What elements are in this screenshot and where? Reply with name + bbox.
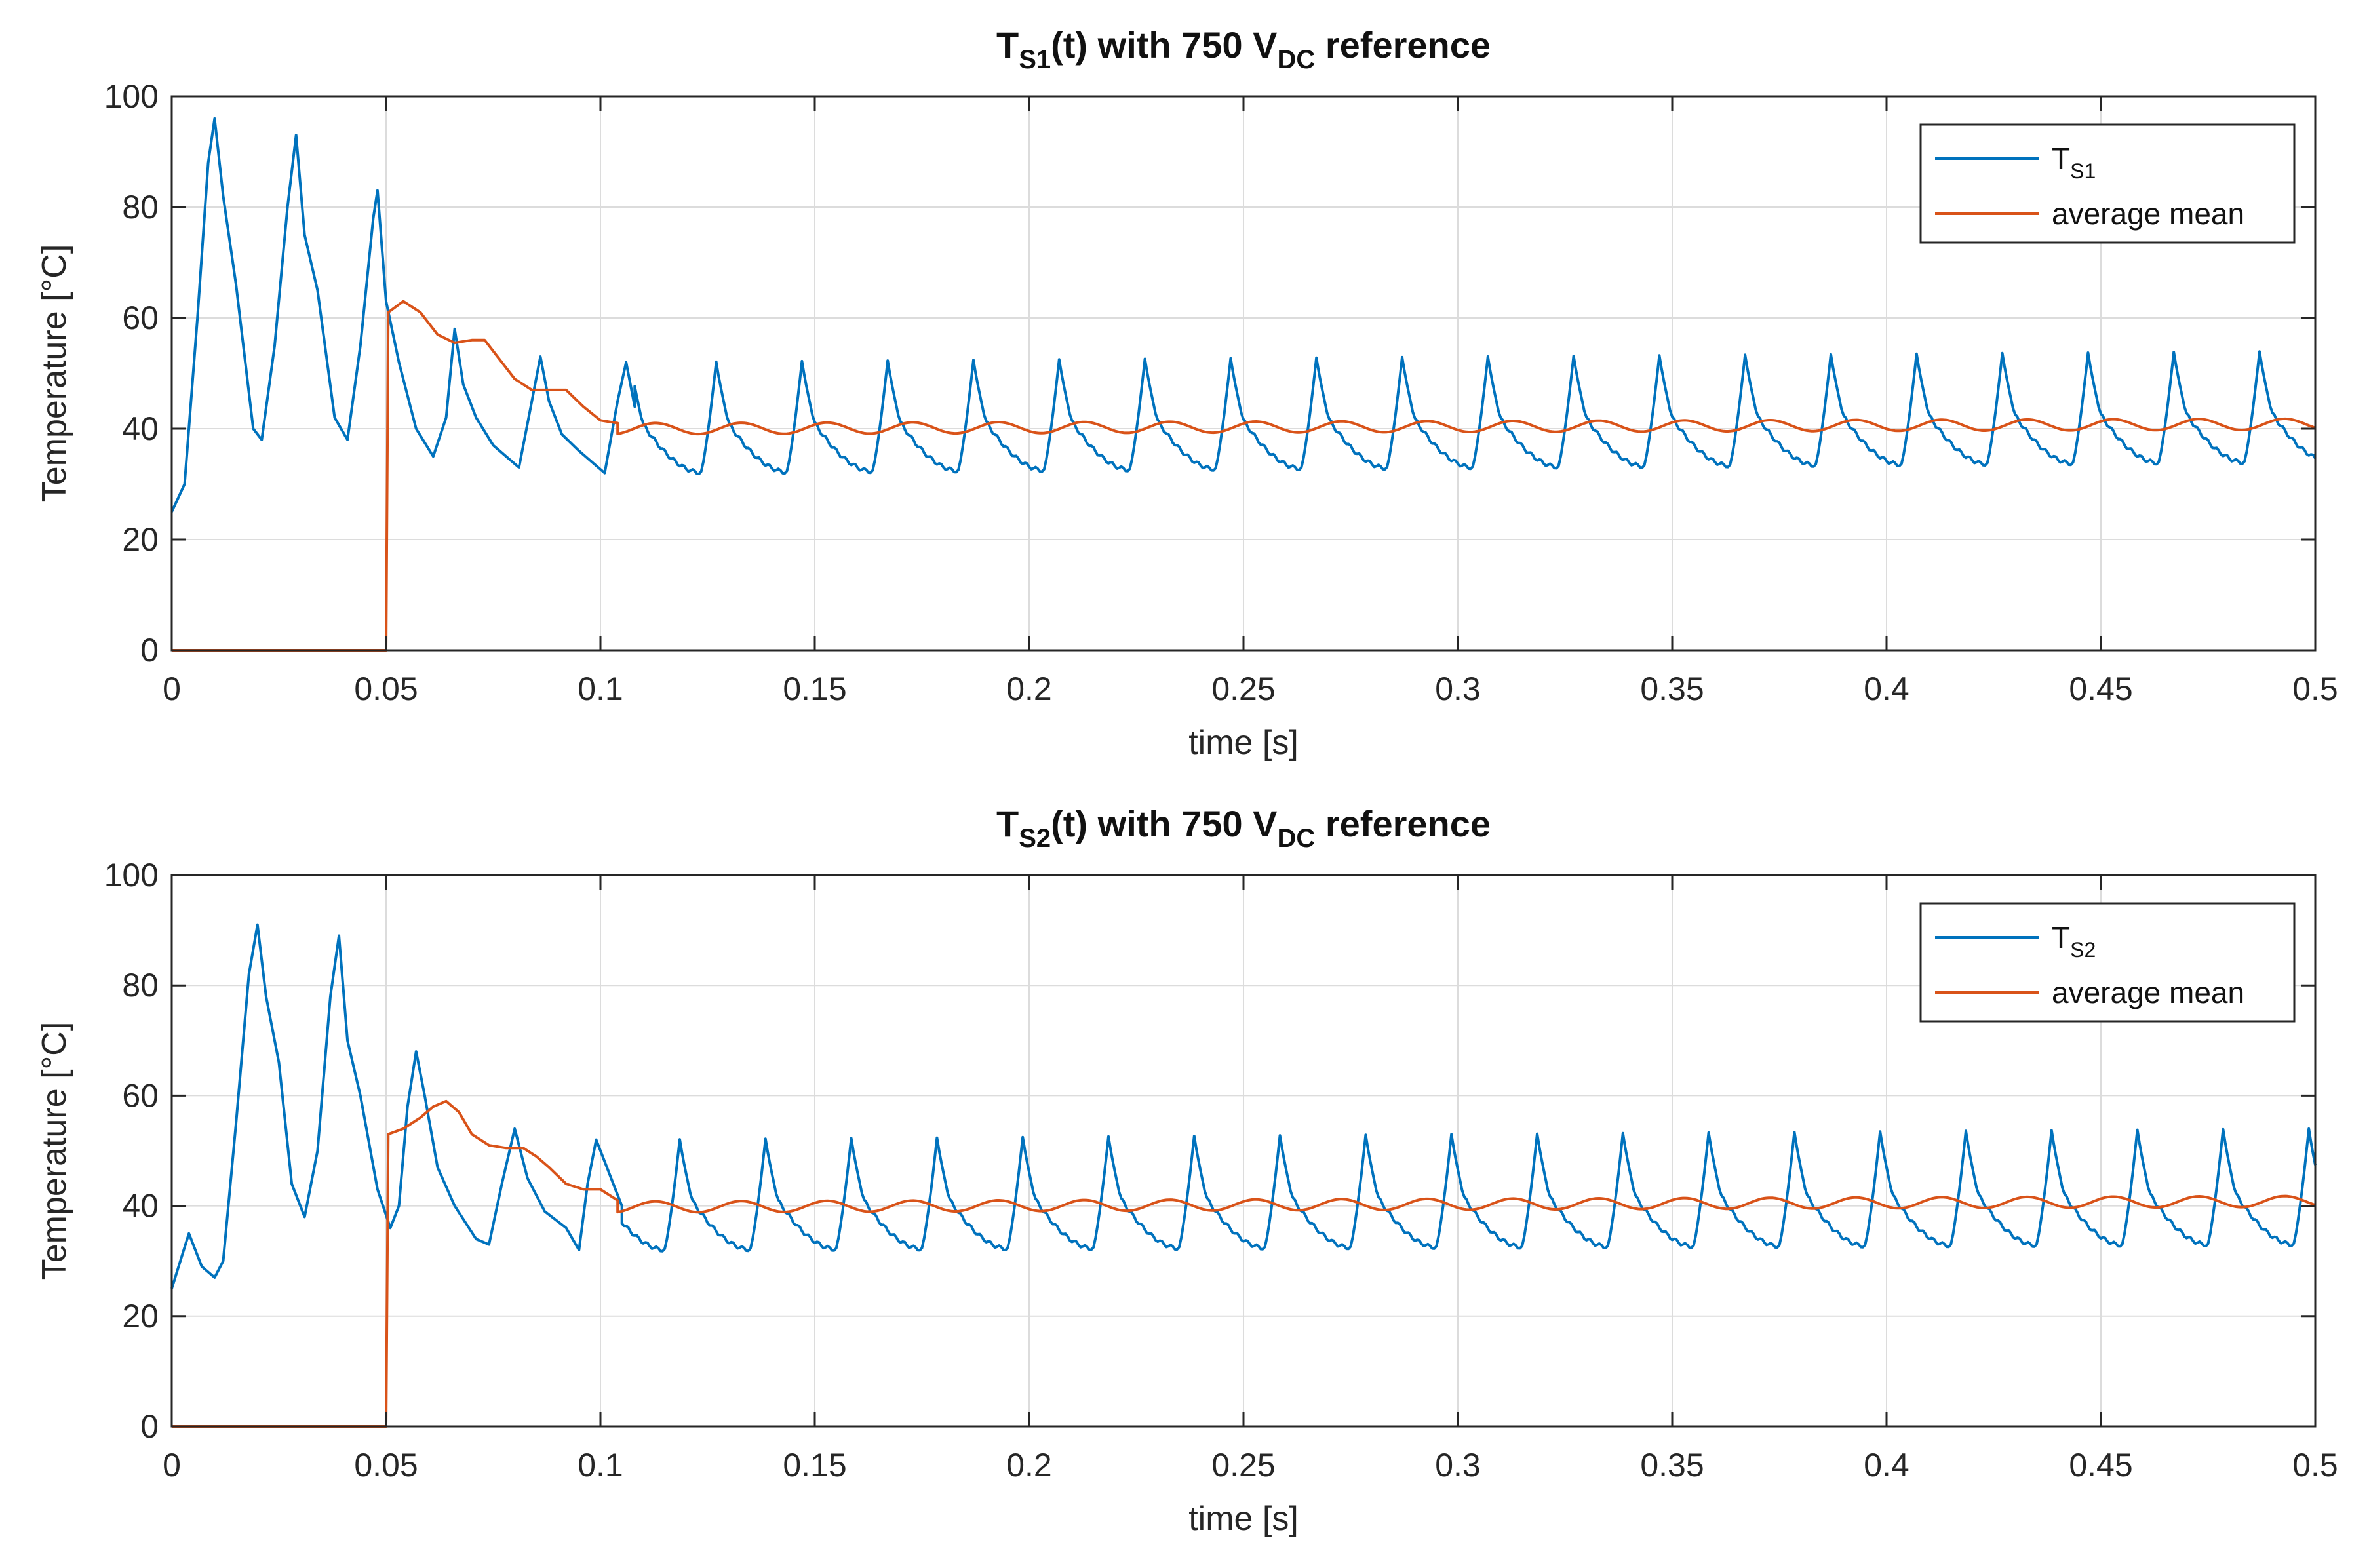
y-tick-label: 80	[122, 967, 159, 1004]
x-tick-label: 0.2	[1006, 1447, 1052, 1483]
series-line-temperature	[170, 117, 2317, 513]
x-tick-label: 0.35	[1640, 1447, 1704, 1483]
y-tick-label: 20	[122, 521, 159, 558]
legend-label-temperature: TS1	[2052, 142, 2096, 183]
legend-box	[1919, 123, 2296, 244]
x-tick-label: 0	[163, 1447, 181, 1483]
x-tick-label: 0.4	[1864, 1447, 1909, 1483]
x-tick-label: 0.15	[783, 671, 846, 707]
y-tick-label: 60	[122, 1077, 159, 1114]
x-tick-label: 0.25	[1211, 1447, 1275, 1483]
y-tick-label: 100	[104, 857, 159, 893]
x-tick-label: 0.35	[1640, 671, 1704, 707]
chart-title: TS1(t) with 750 VDC reference	[996, 24, 1491, 74]
legend-box	[1919, 902, 2296, 1023]
series-line-average-mean	[172, 1099, 2316, 1428]
x-tick-label: 0.25	[1211, 671, 1275, 707]
chart-panel-1: 0 0.05 0.1 0.15 0.2 0.25 0.3 0.35 0.4 0.45 0.5 0 20 4…	[35, 24, 2338, 762]
x-axis-label: time [s]	[1188, 724, 1299, 762]
x-tick-label: 0.05	[354, 671, 418, 707]
legend: TS1 average mean	[1919, 123, 2296, 244]
legend-label-temperature: TS2	[2052, 920, 2096, 962]
x-tick-label: 0.4	[1864, 671, 1909, 707]
chart-title: TS2(t) with 750 VDC reference	[996, 803, 1491, 853]
x-tick-label: 0.1	[578, 671, 623, 707]
y-tick-label: 100	[104, 78, 159, 115]
y-tick-label: 60	[122, 300, 159, 336]
x-tick-label: 0.5	[2292, 671, 2338, 707]
legend-label-average-mean: average mean	[2052, 197, 2244, 231]
legend: TS2 average mean	[1919, 902, 2296, 1023]
x-tick-label: 0.45	[2069, 671, 2132, 707]
x-tick-label: 0.05	[354, 1447, 418, 1483]
x-tick-label: 0.3	[1435, 671, 1481, 707]
y-tick-label: 20	[122, 1298, 159, 1335]
x-tick-label: 0.3	[1435, 1447, 1481, 1483]
y-axis-label: Temperature [°C]	[35, 245, 73, 503]
legend-label-average-mean: average mean	[2052, 975, 2244, 1009]
chart-panel-2: 0 0.05 0.1 0.15 0.2 0.25 0.3 0.35 0.4 0.45 0.5 0 20 4…	[35, 803, 2338, 1538]
x-tick-label: 0.1	[578, 1447, 623, 1483]
x-tick-label: 0.15	[783, 1447, 846, 1483]
y-tick-label: 40	[122, 1188, 159, 1225]
series-line-average-mean	[172, 300, 2316, 652]
y-tick-label: 40	[122, 410, 159, 447]
y-tick-label: 0	[140, 1408, 159, 1445]
y-tick-label: 0	[140, 632, 159, 669]
y-tick-label: 80	[122, 189, 159, 225]
series-line-temperature	[170, 923, 2317, 1289]
x-tick-label: 0.2	[1006, 671, 1052, 707]
x-tick-label: 0	[163, 671, 181, 707]
x-tick-label: 0.5	[2292, 1447, 2338, 1483]
y-axis-label: Temperature [°C]	[35, 1022, 73, 1280]
x-axis-label: time [s]	[1188, 1500, 1299, 1538]
x-tick-label: 0.45	[2069, 1447, 2132, 1483]
